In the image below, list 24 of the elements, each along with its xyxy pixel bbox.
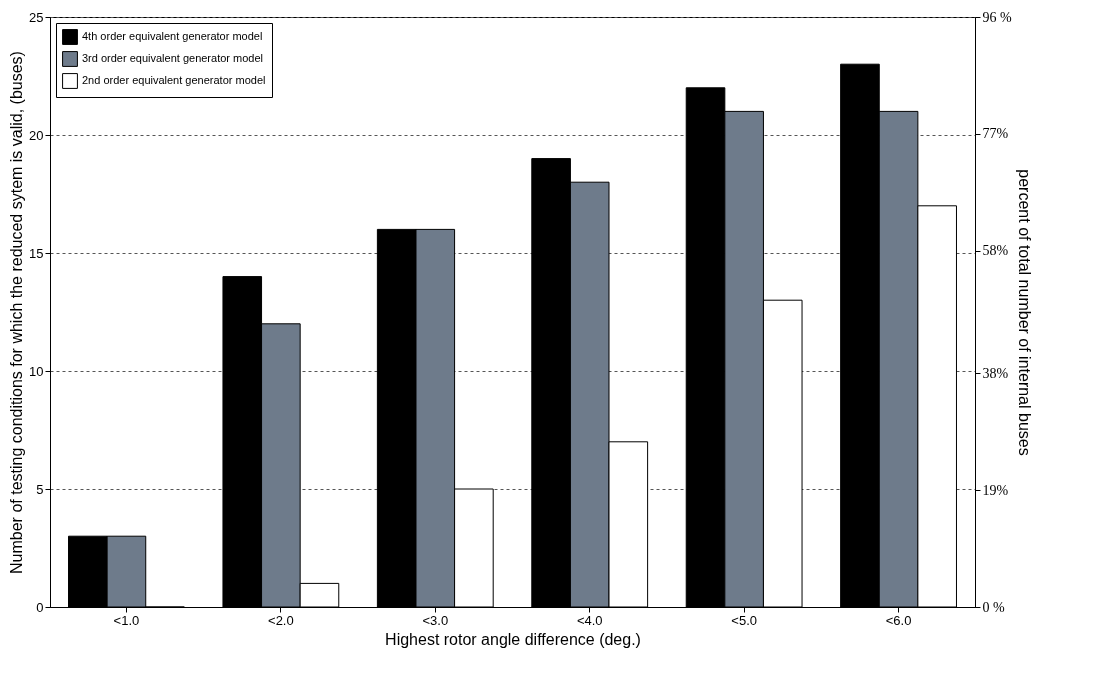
y2-tick-label: 77% bbox=[982, 126, 1009, 142]
y2-tick-label: 96 % bbox=[982, 9, 1012, 25]
y2-tick-label: 58% bbox=[982, 243, 1009, 259]
x-tick-label: <3.0 bbox=[422, 612, 449, 628]
y-tick-label: 25 bbox=[29, 9, 44, 25]
y-tick-label: 20 bbox=[29, 127, 44, 143]
x-tick-label: <1.0 bbox=[113, 612, 140, 628]
x-tick-label: <5.0 bbox=[731, 612, 757, 628]
y2-tick-label: 0 % bbox=[982, 599, 1005, 615]
x-axis-title: Highest rotor angle difference (deg.) bbox=[385, 630, 641, 648]
x-tick-label: <6.0 bbox=[885, 612, 912, 628]
y-tick-label: 10 bbox=[29, 363, 44, 379]
y-tick-label: 5 bbox=[36, 481, 44, 497]
y-tick-label: 0 bbox=[36, 599, 44, 615]
x-tick-label: <2.0 bbox=[268, 612, 294, 628]
y2-tick-label: 38% bbox=[982, 365, 1009, 381]
legend-label: 4th order equivalent generator model bbox=[82, 30, 263, 42]
x-tick-label: <4.0 bbox=[576, 612, 603, 628]
y-tick-label: 15 bbox=[29, 245, 44, 261]
y-axis-title: Number of testing conditions for which the reduced sytem is valid, (buses) bbox=[8, 51, 26, 574]
legend-label: 3rd order equivalent generator model bbox=[82, 52, 264, 64]
legend-label: 2nd order equivalent generator model bbox=[82, 74, 266, 86]
y2-axis-title: percent of total number of internal buses bbox=[1015, 169, 1033, 456]
y2-tick-label: 19% bbox=[982, 482, 1009, 498]
